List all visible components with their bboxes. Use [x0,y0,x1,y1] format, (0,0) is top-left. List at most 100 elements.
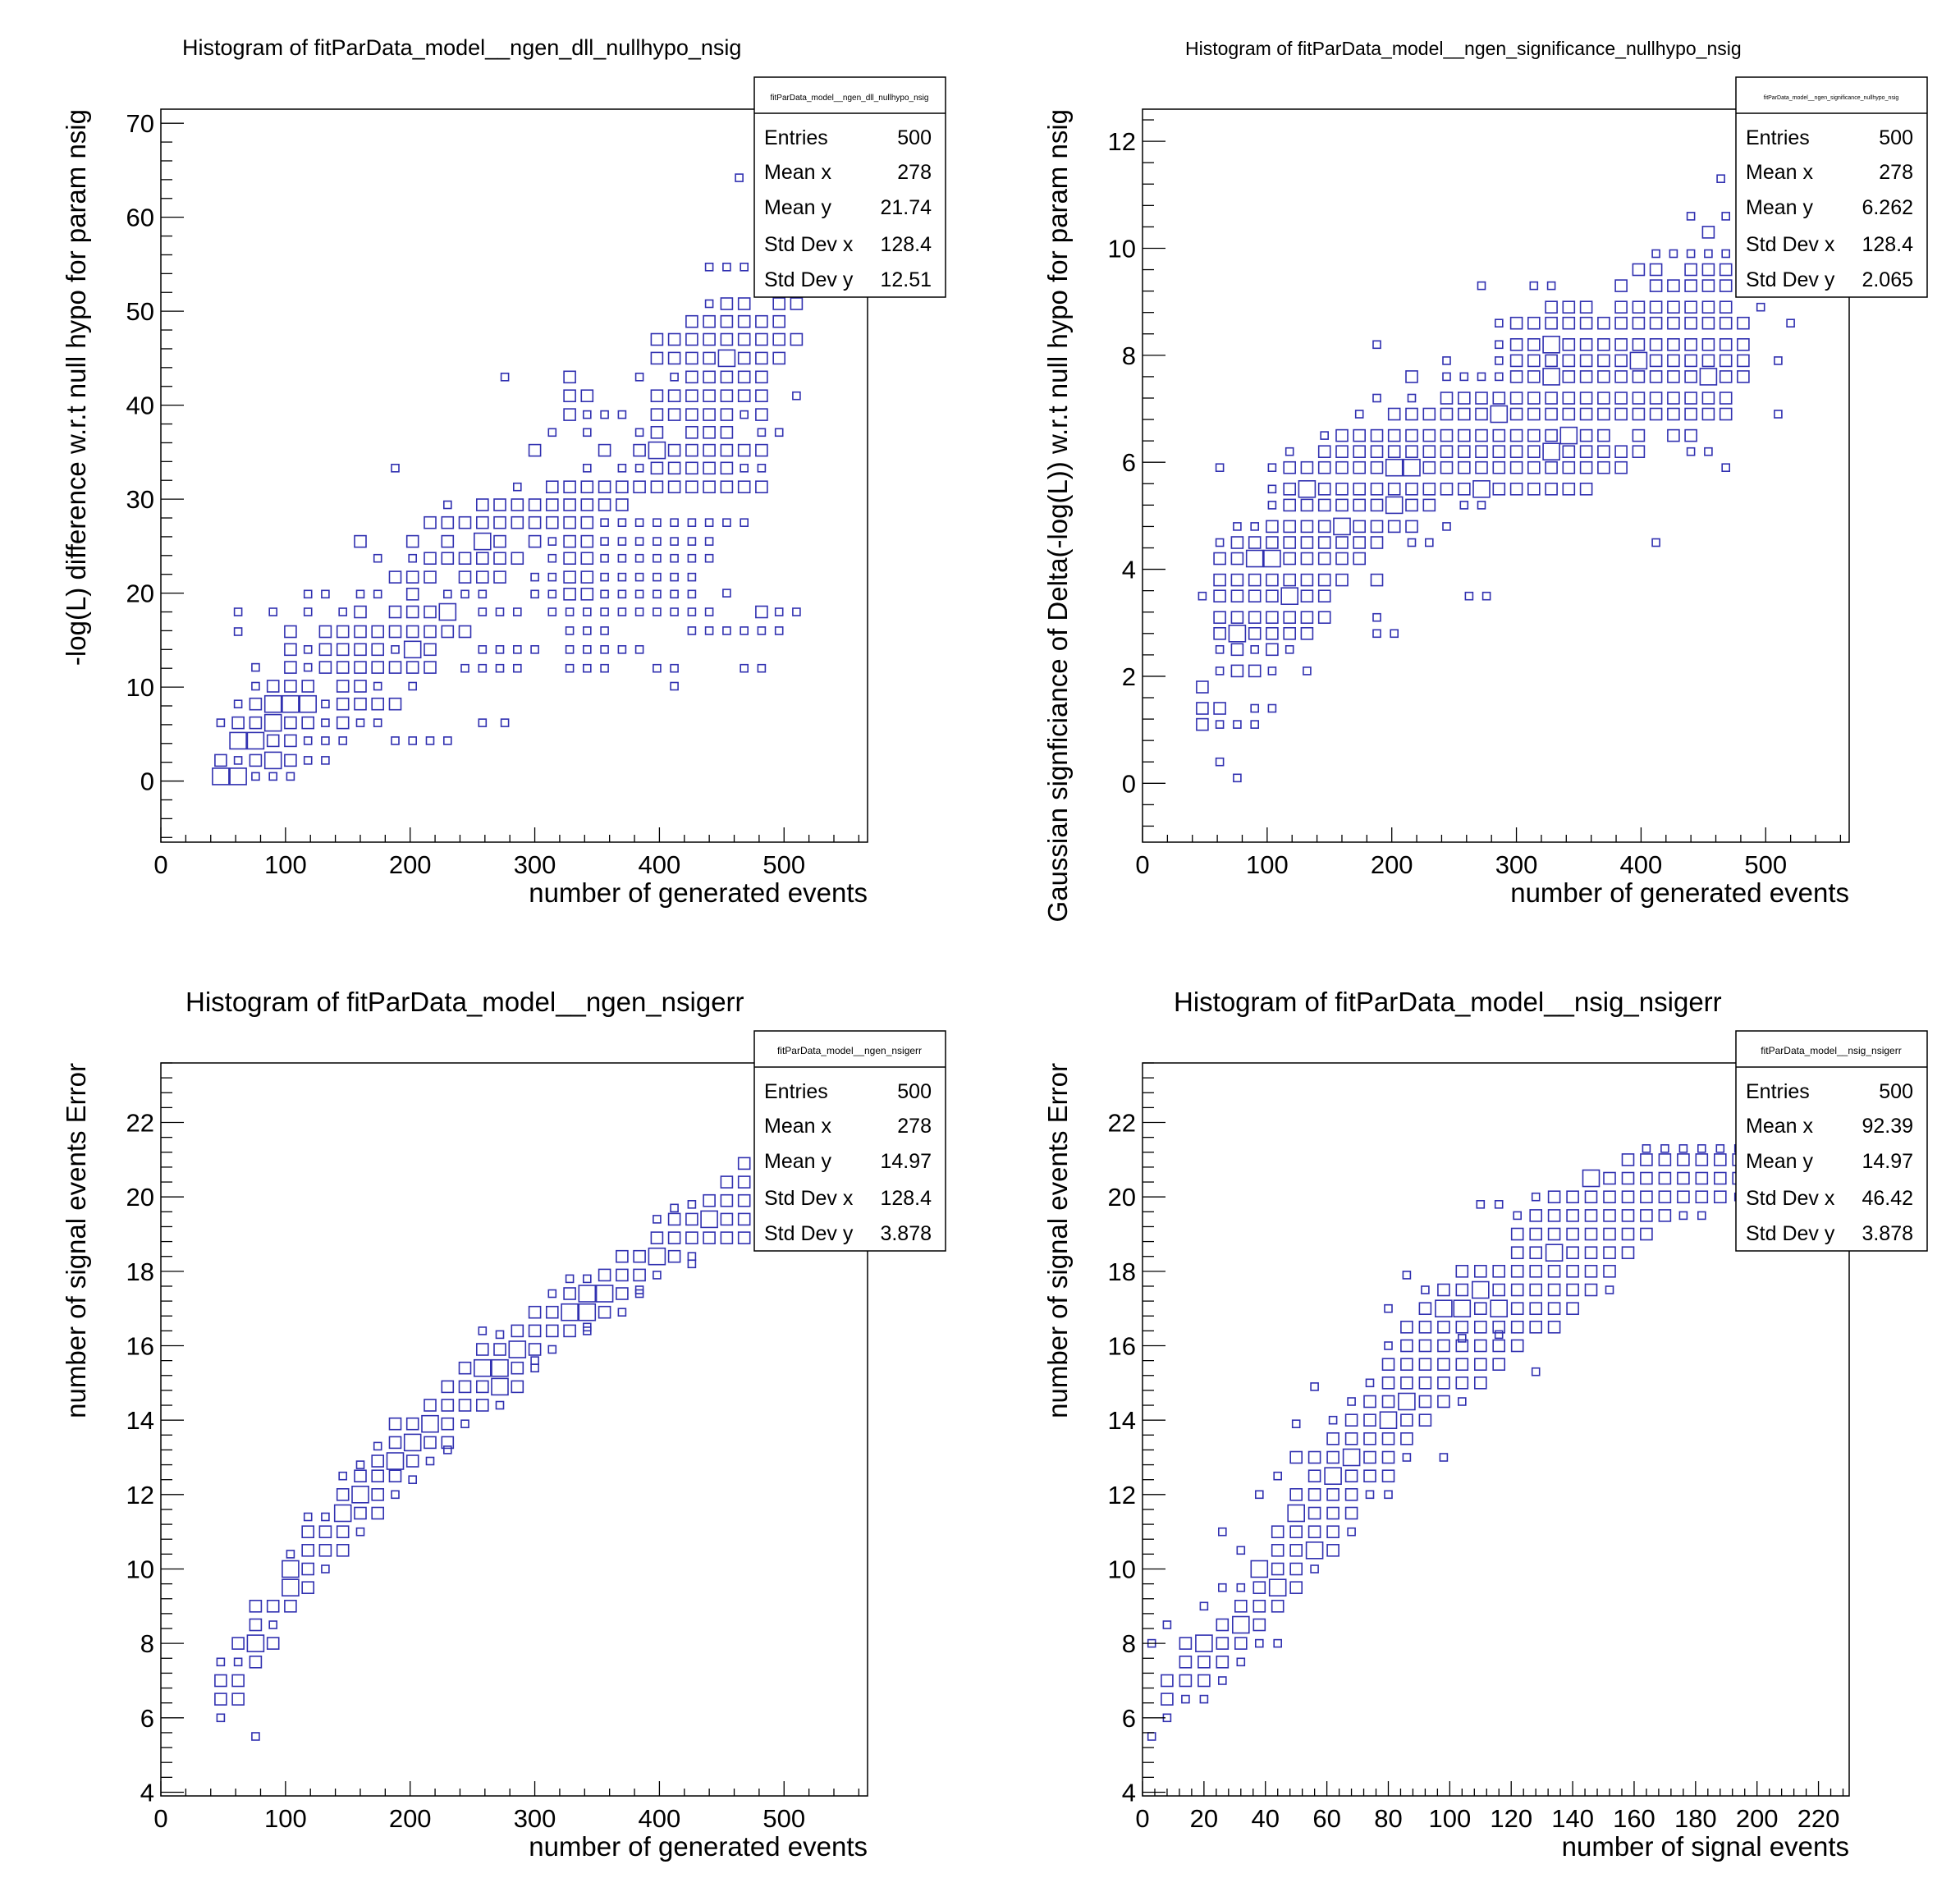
data-point [1317,445,1331,459]
data-point [1614,316,1628,330]
data-point [512,607,522,616]
data-point [371,1488,385,1501]
data-point [1370,573,1384,587]
y-tick-label: 4 [1122,1778,1136,1807]
data-point [1307,1525,1321,1538]
data-point [617,410,627,419]
data-point [1719,263,1733,277]
data-point [1230,552,1244,566]
stats-entries-value: 500 [1879,1080,1913,1103]
data-point [687,589,697,599]
data-point [703,370,716,384]
data-point [703,332,716,346]
data-point [1385,458,1404,477]
data-point [1597,428,1610,442]
data-point [633,443,646,457]
data-point [1233,773,1242,783]
y-axis-label: number of signal events Error [61,1063,91,1418]
data-point [1495,340,1504,350]
data-point [1510,1246,1524,1259]
data-point [1678,1211,1688,1221]
data-point [685,370,698,384]
data-point [530,572,539,582]
x-axis-label: number of generated events [529,1831,868,1862]
data-point [282,694,300,713]
data-point [371,625,385,639]
data-point [1477,281,1486,291]
data-point [1365,1378,1375,1388]
data-point [704,262,714,272]
stats-stddev-y-label: Std Dev y [1746,1222,1835,1245]
plot-frame [160,108,868,843]
data-point [301,1544,315,1557]
stats-box-title: fitParData_model__ngen_dll_nullhypo_nsig [771,94,929,103]
data-point [512,644,522,654]
data-point [1437,1395,1450,1409]
data-point [511,1361,524,1375]
data-point [545,1324,559,1338]
data-point [1492,1339,1505,1353]
data-point [648,1247,666,1266]
data-point [1422,482,1436,496]
data-point [1658,1209,1672,1222]
data-point [511,1380,524,1394]
data-point [1513,1211,1522,1221]
data-point [1632,392,1646,405]
data-point [1236,1657,1246,1667]
data-point [1527,460,1541,474]
data-point [563,480,576,494]
data-point [740,663,749,673]
data-point [704,607,714,616]
data-point [600,626,609,635]
data-point [1418,1413,1432,1427]
data-point [1213,573,1226,587]
data-point [670,607,679,616]
data-point [1405,445,1418,459]
y-tick-label: 6 [140,1704,154,1733]
data-point [578,1285,597,1303]
data-point [1474,1339,1487,1353]
chart-title: Histogram of fitParData_model__nsig_nsig… [1174,987,1722,1017]
data-point [321,1564,330,1573]
data-point [704,518,714,528]
data-point [1701,226,1715,239]
data-point [1236,1546,1246,1555]
data-point [1684,300,1697,314]
data-point [231,1693,245,1706]
data-point [441,515,455,529]
y-tick-label: 20 [126,579,154,608]
data-point [1527,316,1541,330]
data-point [1474,1265,1487,1278]
data-point [1621,1209,1635,1222]
data-point [720,297,734,310]
data-point [1566,1283,1579,1297]
data-point [442,500,452,510]
data-point [336,680,350,693]
data-point [755,370,768,384]
data-point [704,299,714,309]
data-point [687,537,697,546]
data-point [1490,405,1509,424]
data-point [1542,368,1560,386]
data-point [1273,1638,1282,1648]
data-point [388,1436,402,1450]
data-point [1363,1432,1376,1445]
y-tick-label: 8 [1122,1629,1136,1658]
data-point [1509,354,1523,368]
data-point [595,1285,614,1303]
data-point [495,607,505,616]
data-point [266,1637,280,1650]
data-point [634,607,644,616]
stats-mean-x-label: Mean x [764,161,831,184]
x-tick-label: 200 [1371,850,1413,879]
data-point [1597,445,1610,459]
data-point [1651,249,1660,259]
data-point [528,1305,542,1319]
data-point [600,518,609,528]
data-point [303,736,313,745]
data-point [355,589,365,599]
data-point [1459,372,1469,382]
data-point [1474,1358,1487,1371]
data-point [1266,589,1279,603]
data-point [1215,644,1225,654]
